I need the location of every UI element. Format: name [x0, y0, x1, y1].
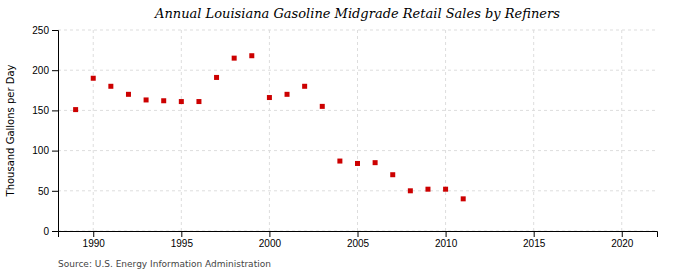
tick: 250 [32, 25, 58, 36]
tick-mark [534, 231, 535, 237]
tick-mark [52, 191, 58, 192]
grid-line [621, 30, 622, 231]
point [91, 76, 96, 81]
point [214, 75, 219, 80]
y-axis-title: Thousand Gallons per Day [5, 64, 16, 197]
tick-mark [52, 110, 58, 111]
tick-mark [358, 231, 359, 237]
tick-label: 0 [43, 226, 49, 237]
tick-label: 1990 [83, 238, 106, 249]
tick-label: 2020 [611, 238, 634, 249]
point [179, 99, 184, 104]
tick-label: 250 [32, 25, 49, 36]
tick-mark [446, 231, 447, 237]
point [461, 196, 466, 201]
grid-line [93, 30, 94, 231]
tick-label: 150 [32, 105, 49, 116]
tick-mark [622, 231, 623, 237]
tick-label: 50 [38, 186, 50, 197]
tick: 200 [32, 65, 58, 76]
grid-line [357, 30, 358, 231]
tick: 1990 [83, 231, 106, 249]
point [196, 99, 201, 104]
tick: 2005 [347, 231, 370, 249]
tick-label: 200 [32, 65, 49, 76]
axis-line [52, 31, 59, 232]
tick: 2000 [259, 231, 282, 249]
point [249, 53, 254, 58]
tick-label: 1995 [171, 238, 194, 249]
y-axis: 0 50 100 150 200 250 [32, 25, 58, 237]
tick: 0 [43, 226, 58, 237]
point [320, 104, 325, 109]
point [408, 188, 413, 193]
tick-mark [52, 151, 58, 152]
tick-mark [52, 231, 58, 232]
chart: 1990 1995 2000 2005 2010 2015 2020 0 50 100 150 200… [0, 0, 675, 275]
point [425, 187, 430, 192]
tick-mark [181, 231, 182, 237]
source: Source: U.S. Energy Information Administ… [58, 259, 271, 269]
point [355, 161, 360, 166]
point [232, 56, 237, 61]
point [267, 95, 272, 100]
tick-label: 2000 [259, 238, 282, 249]
point [108, 84, 113, 89]
tick: 100 [32, 145, 58, 156]
plot: 1990 1995 2000 2005 2010 2015 2020 0 50 100 150 200… [32, 25, 657, 249]
point [302, 84, 307, 89]
grid-line [181, 30, 182, 231]
point [126, 92, 131, 97]
tick-label: 2005 [347, 238, 370, 249]
points [73, 53, 466, 201]
point [285, 92, 290, 97]
tick: 50 [38, 186, 58, 197]
tick: 2020 [611, 231, 634, 249]
tick-mark [52, 30, 58, 31]
grid-line [533, 30, 534, 231]
title: Annual Louisiana Gasoline Midgrade Retai… [154, 6, 560, 21]
grid-line [58, 190, 657, 191]
point [337, 159, 342, 164]
grid-line [58, 70, 657, 71]
point [373, 160, 378, 165]
tick: 1995 [171, 231, 194, 249]
tick-mark [93, 231, 94, 237]
tick-mark [269, 231, 270, 237]
point [443, 187, 448, 192]
grid [58, 30, 657, 231]
point [144, 97, 149, 102]
point [161, 98, 166, 103]
tick: 150 [32, 105, 58, 116]
tick: 2010 [435, 231, 458, 249]
point [73, 107, 78, 112]
tick: 2015 [523, 231, 546, 249]
tick-label: 2010 [435, 238, 458, 249]
tick-label: 100 [32, 145, 49, 156]
tick-label: 2015 [523, 238, 546, 249]
tick-mark [52, 70, 58, 71]
grid-line [445, 30, 446, 231]
x-axis: 1990 1995 2000 2005 2010 2015 2020 [59, 231, 658, 249]
axis-line [59, 232, 658, 238]
point [390, 172, 395, 177]
grid-line [269, 30, 270, 231]
